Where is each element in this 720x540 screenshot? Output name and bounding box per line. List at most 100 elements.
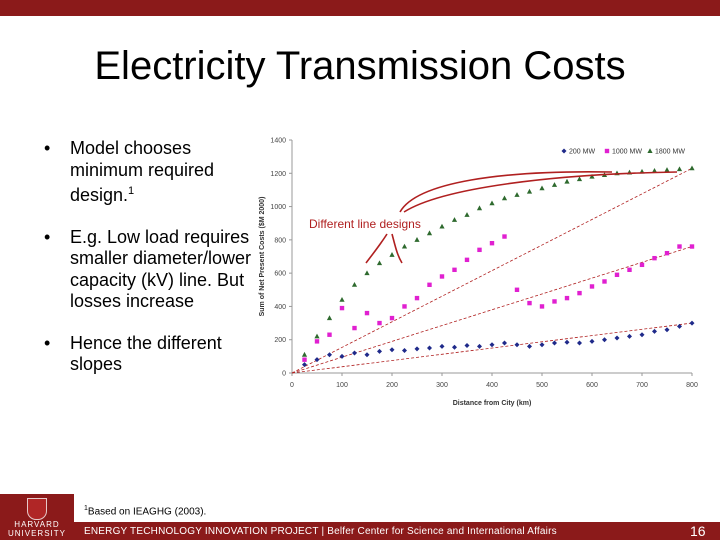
data-point: [502, 340, 507, 346]
y-tick-label: 400: [274, 304, 286, 311]
data-point: [604, 148, 610, 154]
data-point: [439, 274, 445, 279]
data-point: [514, 287, 520, 292]
annotation-text: Different line designs: [309, 217, 421, 231]
data-point: [327, 332, 332, 337]
data-point: [401, 243, 408, 249]
bullet-marker: •: [44, 332, 51, 353]
annotation-arrow: [399, 170, 613, 213]
footer-text: ENERGY TECHNOLOGY INNOVATION PROJECT | B…: [84, 526, 557, 537]
data-point: [652, 255, 657, 261]
y-tick-label: 600: [274, 271, 286, 278]
data-point: [476, 205, 483, 211]
data-point: [314, 357, 320, 363]
shield-icon: [27, 498, 47, 520]
data-point: [677, 323, 682, 329]
data-point: [402, 304, 407, 309]
data-point: [302, 357, 307, 362]
bullet-marker: •: [44, 138, 51, 158]
data-point: [577, 340, 582, 346]
footnote-text: Based on IEAGHG (2003).: [87, 506, 207, 518]
data-point: [377, 320, 382, 326]
x-tick-label: 0: [290, 382, 294, 389]
data-point: [501, 195, 508, 201]
harvard-logo: HARVARD UNIVERSITY: [0, 494, 74, 540]
data-point: [647, 148, 653, 153]
y-tick-label: 1200: [270, 171, 286, 178]
data-point: [689, 165, 695, 171]
data-point: [602, 279, 607, 284]
data-point: [464, 257, 470, 263]
data-point: [414, 237, 420, 242]
data-point: [552, 299, 557, 304]
data-point: [452, 344, 457, 350]
x-tick-label: 700: [636, 382, 648, 389]
data-point: [564, 295, 570, 301]
y-tick-label: 0: [282, 371, 286, 378]
x-tick-label: 500: [536, 382, 548, 389]
data-point: [377, 348, 382, 354]
data-point: [551, 182, 558, 187]
data-point: [439, 223, 445, 229]
data-point: [639, 332, 645, 338]
bullet-marker: •: [44, 226, 51, 247]
data-point: [389, 347, 395, 353]
data-point: [664, 327, 670, 333]
footnote: 1Based on IEAGHG (2003).: [84, 505, 206, 517]
page-number: 16: [690, 523, 706, 539]
data-point: [427, 345, 432, 351]
bullet-list: • Model chooses minimum required design.…: [44, 138, 254, 396]
data-point: [651, 167, 658, 173]
data-point: [676, 166, 683, 172]
data-point: [652, 328, 657, 334]
data-point: [477, 247, 482, 253]
data-point: [451, 217, 458, 222]
design-line: [291, 246, 693, 374]
data-point: [352, 325, 357, 331]
data-point: [614, 335, 620, 341]
data-point: [539, 185, 545, 191]
data-point: [339, 296, 345, 302]
data-point: [602, 337, 607, 343]
data-point: [389, 252, 395, 257]
data-point: [364, 270, 370, 276]
footnote-marker: 1: [84, 505, 88, 512]
data-point: [627, 333, 632, 339]
bullet-item: • E.g. Low load requires smaller diamete…: [44, 227, 254, 313]
legend-label: 1800 MW: [655, 149, 685, 156]
data-point: [389, 315, 395, 321]
x-tick-label: 600: [586, 382, 598, 389]
x-tick-label: 100: [336, 382, 348, 389]
data-point: [339, 305, 345, 311]
y-tick-label: 1400: [270, 138, 286, 145]
y-tick-label: 200: [274, 337, 286, 344]
data-point: [576, 176, 583, 182]
bullet-item: • Hence the different slopes: [44, 333, 254, 376]
data-point: [664, 167, 670, 172]
data-point: [489, 200, 495, 206]
data-point: [302, 362, 307, 368]
bullet-item: • Model chooses minimum required design.…: [44, 138, 254, 207]
data-point: [552, 340, 557, 346]
data-point: [477, 343, 482, 349]
data-point: [301, 351, 308, 357]
data-point: [589, 173, 595, 179]
logo-line-2: UNIVERSITY: [7, 529, 66, 538]
x-axis-label: Distance from City (km): [453, 400, 532, 407]
data-point: [376, 260, 383, 266]
annotation-arrow: [391, 233, 403, 264]
data-point: [527, 300, 532, 306]
data-point: [589, 338, 595, 344]
data-point: [452, 267, 457, 273]
bullet-footnote-ref: 1: [128, 185, 135, 197]
data-point: [339, 353, 345, 359]
top-accent-bar: [0, 0, 720, 16]
data-point: [561, 148, 567, 154]
data-point: [564, 339, 570, 345]
design-line: [291, 322, 693, 374]
data-point: [527, 343, 532, 349]
annotation-arrow: [403, 171, 678, 213]
data-point: [351, 281, 358, 287]
logo-line-1: HARVARD: [14, 520, 60, 529]
data-point: [564, 178, 570, 184]
